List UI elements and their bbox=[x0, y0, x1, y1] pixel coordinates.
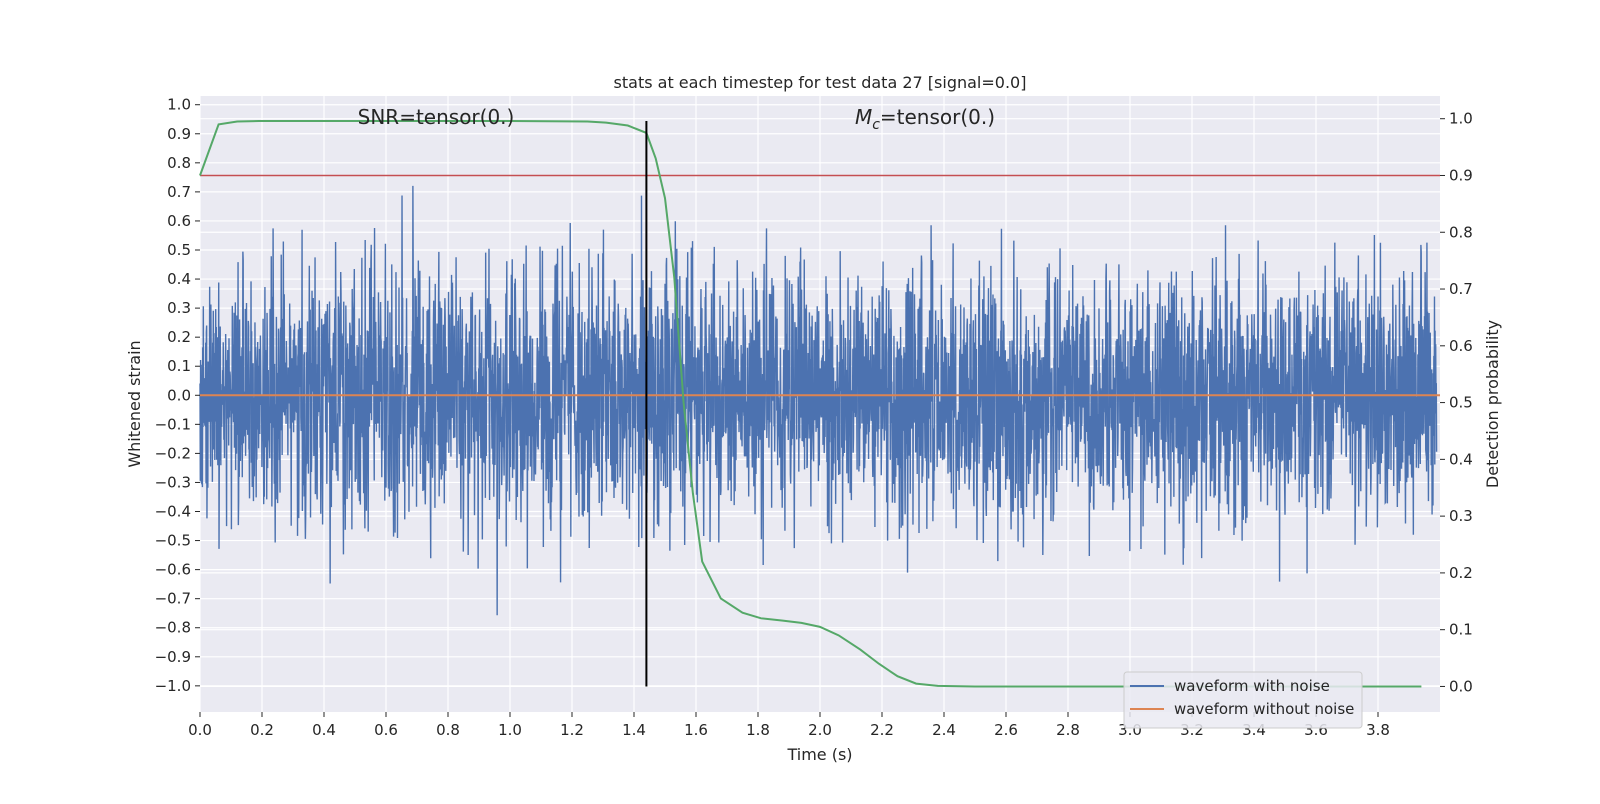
y2-tick-label: 0.2 bbox=[1449, 564, 1473, 582]
y2-axis-ticks: 1.0 0.9 0.8 0.7 0.6 0.5 0.4 0.3 0.2 0.1 0.0 bbox=[1440, 110, 1473, 695]
y-tick-label: 0.0 bbox=[167, 386, 191, 404]
y2-tick-label: 0.4 bbox=[1449, 450, 1473, 468]
x-tick-label: 0.4 bbox=[312, 721, 336, 739]
x-tick-label: 0.2 bbox=[250, 721, 274, 739]
y-tick-label: −0.4 bbox=[155, 503, 191, 521]
mc-symbol: M bbox=[855, 105, 872, 129]
y-tick-label: −0.2 bbox=[155, 444, 191, 462]
y-tick-label: 1.0 bbox=[167, 96, 191, 114]
series-waveform-with-noise bbox=[199, 185, 1438, 616]
x-tick-label: 2.0 bbox=[808, 721, 832, 739]
x-tick-label: 0.8 bbox=[436, 721, 460, 739]
x-tick-label: 2.4 bbox=[932, 721, 956, 739]
x-tick-label: 2.2 bbox=[870, 721, 894, 739]
y2-tick-label: 1.0 bbox=[1449, 110, 1473, 128]
y-tick-label: 0.6 bbox=[167, 212, 191, 230]
y-tick-label: 0.2 bbox=[167, 328, 191, 346]
y2-tick-label: 0.5 bbox=[1449, 394, 1473, 412]
y2-tick-label: 0.7 bbox=[1449, 280, 1473, 298]
series-lines bbox=[199, 119, 1440, 688]
y2-tick-label: 0.8 bbox=[1449, 223, 1473, 241]
y-tick-label: −0.5 bbox=[155, 532, 191, 550]
x-tick-label: 1.2 bbox=[560, 721, 584, 739]
x-tick-label: 3.8 bbox=[1366, 721, 1390, 739]
y-tick-label: −1.0 bbox=[155, 677, 191, 695]
legend-box bbox=[1123, 671, 1363, 729]
y-tick-label: −0.1 bbox=[155, 415, 191, 433]
y2-tick-label: 0.6 bbox=[1449, 337, 1473, 355]
y-tick-label: 0.8 bbox=[167, 154, 191, 172]
detection-probability-line bbox=[199, 119, 1422, 688]
noise-waveform-line bbox=[199, 185, 1438, 616]
x-tick-label: 2.8 bbox=[1056, 721, 1080, 739]
y-axis-label: Whitened strain bbox=[125, 340, 144, 467]
legend: waveform with noise waveform without noi… bbox=[1123, 671, 1363, 729]
legend-label-waveform-without-noise: waveform without noise bbox=[1174, 700, 1354, 718]
y2-axis-label: Detection probability bbox=[1483, 320, 1502, 488]
mc-subscript: c bbox=[872, 117, 880, 133]
y-tick-label: −0.9 bbox=[155, 648, 191, 666]
chart-title: stats at each timestep for test data 27 … bbox=[614, 73, 1027, 92]
x-tick-label: 1.6 bbox=[684, 721, 708, 739]
y-tick-label: −0.8 bbox=[155, 619, 191, 637]
y-tick-label: 0.3 bbox=[167, 299, 191, 317]
x-tick-label: 1.4 bbox=[622, 721, 646, 739]
y2-tick-label: 0.9 bbox=[1449, 166, 1473, 184]
y-tick-label: −0.3 bbox=[155, 473, 191, 491]
mc-annotation: Mc=tensor(0.) bbox=[855, 105, 995, 133]
y-tick-label: −0.7 bbox=[155, 590, 191, 608]
x-axis-label: Time (s) bbox=[786, 745, 852, 764]
y-tick-label: 0.1 bbox=[167, 357, 191, 375]
y2-tick-label: 0.3 bbox=[1449, 507, 1473, 525]
x-tick-label: 1.8 bbox=[746, 721, 770, 739]
y-tick-label: 0.9 bbox=[167, 125, 191, 143]
snr-annotation: SNR=tensor(0.) bbox=[358, 105, 515, 129]
x-tick-label: 0.6 bbox=[374, 721, 398, 739]
y-axis-ticks: 1.0 0.9 0.8 0.7 0.6 0.5 0.4 0.3 0.2 0.1 0.0 −0.1 −0.… bbox=[155, 96, 200, 695]
legend-label-waveform-with-noise: waveform with noise bbox=[1174, 677, 1330, 695]
x-tick-label: 2.6 bbox=[994, 721, 1018, 739]
y-tick-label: −0.6 bbox=[155, 561, 191, 579]
x-tick-label: 0.0 bbox=[188, 721, 212, 739]
y-tick-label: 0.4 bbox=[167, 270, 191, 288]
y2-tick-label: 0.1 bbox=[1449, 621, 1473, 639]
x-tick-label: 1.0 bbox=[498, 721, 522, 739]
y-tick-label: 0.7 bbox=[167, 183, 191, 201]
mc-rest: =tensor(0.) bbox=[880, 105, 995, 129]
y-tick-label: 0.5 bbox=[167, 241, 191, 259]
y2-tick-label: 0.0 bbox=[1449, 677, 1473, 695]
